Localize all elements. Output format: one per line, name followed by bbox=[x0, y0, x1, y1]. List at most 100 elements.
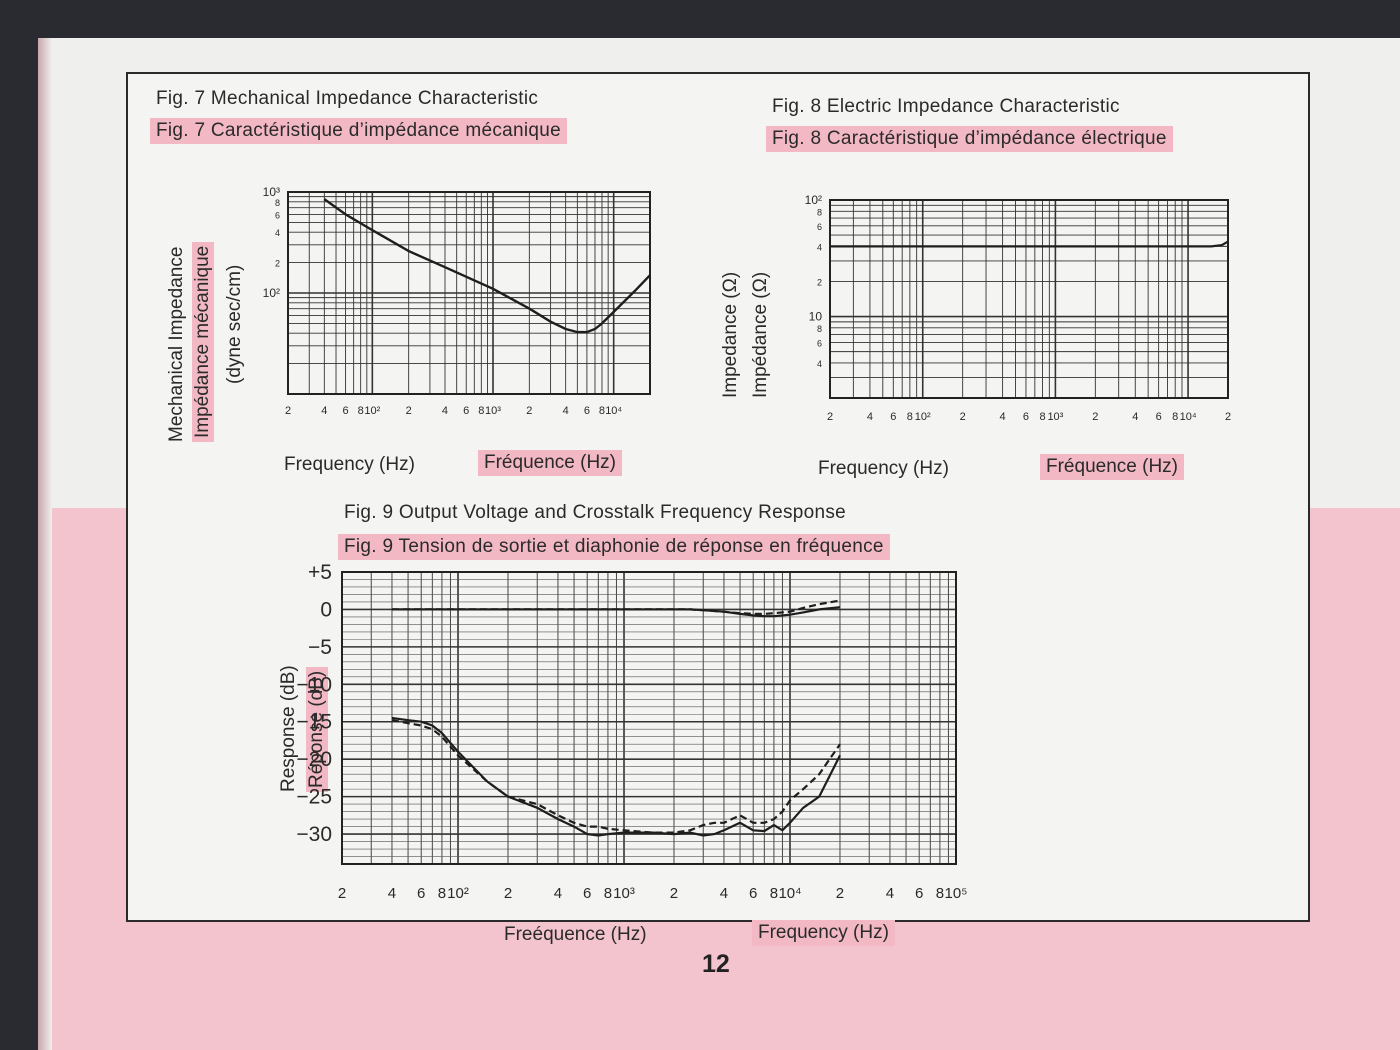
fig8-ylabel-fr: Impédance (Ω) bbox=[750, 271, 771, 398]
x-tick-label: 2 bbox=[836, 885, 844, 902]
x-tick-label: 6 bbox=[915, 885, 923, 902]
x-tick-label: 4 bbox=[388, 885, 396, 902]
y-tick-label: 6 bbox=[275, 210, 280, 220]
y-tick-label: 4 bbox=[817, 242, 822, 252]
fig9-title: Fig. 9 Output Voltage and Crosstalk Freq… bbox=[344, 502, 847, 523]
manual-page: Fig. 7 Mechanical Impedance Characterist… bbox=[38, 38, 1400, 1050]
x-tick-label: 8 bbox=[907, 411, 913, 423]
response-curve-solid bbox=[391, 716, 841, 837]
x-tick-label: 8 bbox=[770, 885, 778, 902]
x-tick-label: 4 bbox=[720, 885, 728, 902]
y-tick-label: −15 bbox=[296, 711, 332, 734]
fig7-title: Fig. 7 Mechanical Impedance Characterist… bbox=[156, 88, 539, 109]
x-tick-label: 2 bbox=[827, 411, 833, 423]
x-tick-label: 6 bbox=[1156, 411, 1162, 423]
y-tick-label: 6 bbox=[817, 222, 822, 232]
x-tick-label: 10³ bbox=[1047, 411, 1063, 423]
fig8-title: Fig. 8 Electric Impedance Characteristic bbox=[772, 96, 1120, 117]
y-tick-label: −30 bbox=[296, 823, 332, 846]
x-tick-label: 10⁴ bbox=[778, 885, 801, 902]
x-tick-label: 8 bbox=[1172, 411, 1178, 423]
x-tick-label: 2 bbox=[338, 885, 346, 902]
y-tick-label: −10 bbox=[296, 673, 332, 696]
impedance-curve bbox=[830, 240, 1229, 248]
y-tick-label: 0 bbox=[320, 598, 332, 621]
x-tick-label: 2 bbox=[1092, 411, 1098, 423]
x-tick-label: 2 bbox=[526, 405, 532, 417]
x-tick-label: 2 bbox=[670, 885, 678, 902]
fig7-yunit: (dyne sec/cm) bbox=[224, 264, 245, 384]
plot-frame bbox=[341, 571, 957, 865]
x-tick-label: 4 bbox=[867, 411, 873, 423]
y-tick-label: 10² bbox=[263, 286, 280, 300]
y-tick-label: 4 bbox=[275, 228, 280, 238]
y-tick-label: 8 bbox=[817, 324, 822, 334]
x-tick-label: 6 bbox=[343, 405, 349, 417]
fig9-xlabel: Frequency (Hz) bbox=[752, 920, 895, 946]
x-tick-label: 6 bbox=[584, 405, 590, 417]
y-tick-label: 8 bbox=[275, 198, 280, 208]
fig7-subtitle: Fig. 7 Caractéristique d’impédance mécan… bbox=[150, 118, 568, 144]
x-tick-label: 4 bbox=[886, 885, 894, 902]
fig8-xlabel-fr: Fréquence (Hz) bbox=[1040, 454, 1184, 480]
response-curve-dashed bbox=[392, 599, 841, 615]
fig8-subtitle: Fig. 8 Caractéristique d’impédance élect… bbox=[766, 126, 1173, 152]
plot-frame bbox=[287, 191, 651, 395]
x-tick-label: 4 bbox=[554, 885, 562, 902]
y-tick-label: −25 bbox=[296, 786, 332, 809]
y-tick-label: 2 bbox=[275, 259, 280, 269]
page-spine bbox=[38, 38, 52, 1050]
fig9-subtitle: Fig. 9 Tension de sortie et diaphonie de… bbox=[338, 534, 890, 560]
x-tick-label: 4 bbox=[1132, 411, 1138, 423]
x-tick-label: 2 bbox=[285, 405, 291, 417]
impedance-curve bbox=[323, 198, 651, 334]
x-tick-label: 10² bbox=[915, 411, 931, 423]
figure-box: Fig. 7 Mechanical Impedance Characterist… bbox=[126, 72, 1310, 946]
x-tick-label: 8 bbox=[478, 405, 484, 417]
x-tick-label: 8 bbox=[599, 405, 605, 417]
x-tick-label: 4 bbox=[1000, 411, 1006, 423]
response-curve-dashed bbox=[391, 719, 841, 834]
x-tick-label: 10² bbox=[364, 405, 380, 417]
x-tick-label: 10⁵ bbox=[945, 885, 968, 902]
x-tick-label: 2 bbox=[960, 411, 966, 423]
x-tick-label: 10⁴ bbox=[1180, 411, 1197, 423]
y-tick-label: 4 bbox=[817, 359, 822, 369]
x-tick-label: 6 bbox=[583, 885, 591, 902]
x-tick-label: 6 bbox=[417, 885, 425, 902]
x-tick-label: 8 bbox=[438, 885, 446, 902]
plot-frame bbox=[829, 199, 1229, 399]
fig7-ylabel-fr: Impédance mécanique bbox=[192, 241, 214, 442]
fig8-ylabel: Impedance (Ω) bbox=[720, 271, 741, 398]
y-tick-label: 10² bbox=[805, 193, 822, 207]
y-tick-label: 8 bbox=[817, 207, 822, 217]
fig9-chart: +50−5−10−15−20−25−302 4 6 8 10² 2 4 6 8 10³ 2 4 6 8 10… bbox=[296, 561, 967, 902]
x-tick-label: 10⁴ bbox=[605, 405, 622, 417]
x-tick-label: 8 bbox=[1039, 411, 1045, 423]
x-tick-label: 2 bbox=[504, 885, 512, 902]
x-tick-label: 8 bbox=[936, 885, 944, 902]
x-tick-label: 4 bbox=[563, 405, 569, 417]
page-number: 12 bbox=[702, 950, 730, 978]
x-tick-label: 10² bbox=[447, 885, 469, 902]
x-tick-label: 6 bbox=[890, 411, 896, 423]
fig7-xlabel: Frequency (Hz) bbox=[284, 454, 415, 475]
fig7-ylabel: Mechanical Impedance bbox=[166, 246, 187, 442]
y-tick-label: −5 bbox=[308, 636, 332, 659]
y-tick-label: 2 bbox=[817, 277, 822, 287]
x-tick-label: 2 bbox=[1225, 411, 1231, 423]
x-tick-label: 6 bbox=[1023, 411, 1029, 423]
fig7-xlabel-fr: Fréquence (Hz) bbox=[478, 450, 622, 476]
x-tick-label: 8 bbox=[358, 405, 364, 417]
x-tick-label: 6 bbox=[463, 405, 469, 417]
y-tick-label: 10³ bbox=[263, 185, 280, 199]
fig8-xlabel: Frequency (Hz) bbox=[818, 458, 949, 479]
x-tick-label: 6 bbox=[749, 885, 757, 902]
y-tick-label: 6 bbox=[817, 338, 822, 348]
y-tick-label: +5 bbox=[308, 561, 332, 584]
fig9-xlabel-fr: Freéquence (Hz) bbox=[504, 924, 647, 945]
x-tick-label: 8 bbox=[604, 885, 612, 902]
x-tick-label: 4 bbox=[442, 405, 448, 417]
